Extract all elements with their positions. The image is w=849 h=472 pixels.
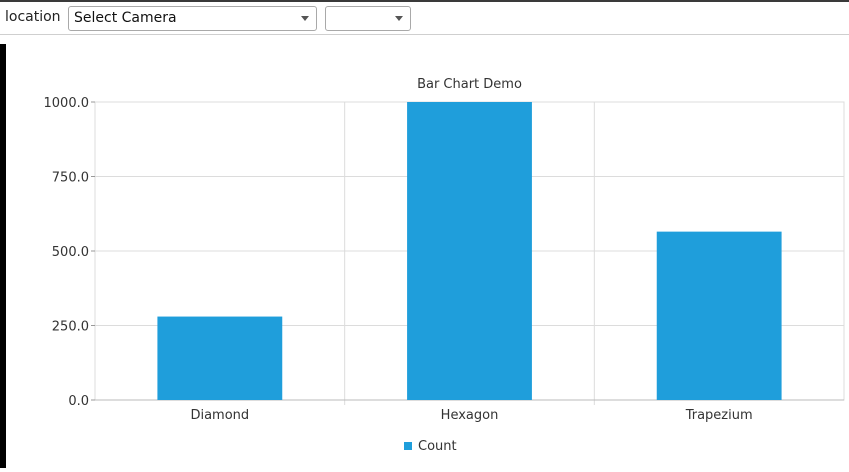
bar-diamond (157, 316, 283, 400)
camera-select-value: Select Camera (74, 10, 177, 26)
x-tick-label: Diamond (190, 408, 249, 423)
bar-trapezium (656, 231, 782, 400)
left-edge-bar (0, 44, 6, 468)
chart-title: Bar Chart Demo (417, 77, 522, 92)
y-tick-label: 750.0 (52, 171, 89, 186)
camera-select[interactable]: Select Camera (68, 6, 317, 31)
y-tick-label: 250.0 (52, 320, 89, 335)
chevron-down-icon (301, 16, 309, 21)
y-tick-label: 500.0 (52, 245, 89, 260)
x-tick-label: Trapezium (685, 408, 753, 423)
bar-chart: Bar Chart Demo 0.0 250.0 500.0 750.0 1000.0 Di… (44, 77, 845, 454)
legend-swatch (404, 442, 412, 450)
chart-area: Bar Chart Demo 0.0 250.0 500.0 750.0 1000.0 Di… (0, 35, 849, 468)
location-label: location (5, 9, 61, 25)
y-tick-label: 1000.0 (44, 96, 90, 111)
secondary-select[interactable] (325, 6, 411, 31)
y-tick-label: 0.0 (68, 394, 89, 409)
x-tick-label: Hexagon (441, 408, 499, 423)
chevron-down-icon (395, 16, 403, 21)
bar-hexagon (407, 102, 532, 400)
toolbar: location Select Camera (0, 0, 849, 35)
legend-label: Count (418, 439, 457, 454)
